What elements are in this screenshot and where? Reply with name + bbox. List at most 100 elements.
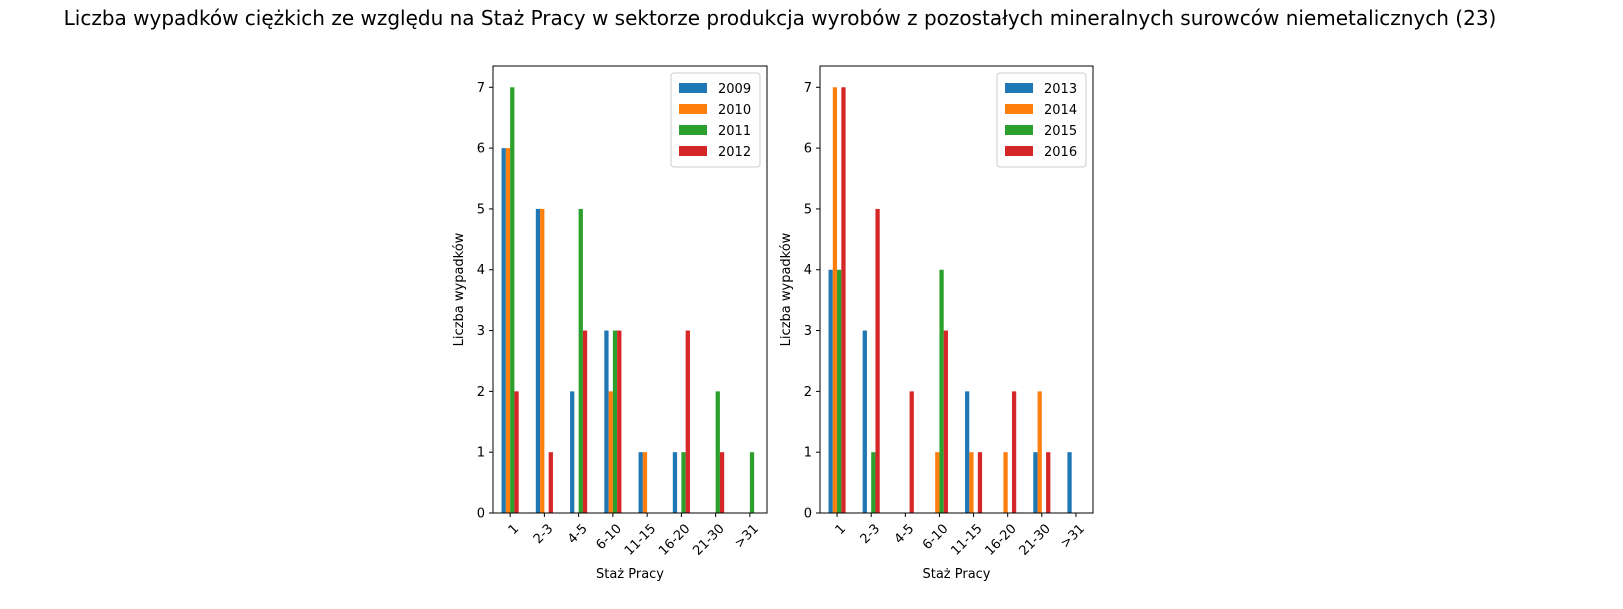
y-tick-label: 6	[804, 142, 812, 157]
x-tick-label: 21-30	[690, 521, 727, 558]
legend-label-2009: 2009	[718, 82, 751, 97]
bar-2016-21-30	[1046, 452, 1051, 513]
bar-2016-11-15	[977, 452, 983, 513]
y-tick-label: 5	[477, 202, 485, 217]
legend-swatch-2010	[679, 104, 707, 114]
bar-2013->31	[1067, 452, 1072, 513]
y-axis-label: Liczba wypadków	[452, 232, 467, 346]
bar-2013-11-15	[965, 391, 970, 513]
x-tick-label: 2-3	[531, 521, 557, 547]
bar-2011-4-5	[578, 208, 583, 513]
bar-2015-2-3	[871, 452, 876, 513]
legend-swatch-2016	[1005, 146, 1033, 156]
x-tick-label: 6-10	[920, 521, 951, 552]
legend-label-2012: 2012	[718, 145, 751, 160]
legend-label-2016: 2016	[1044, 145, 1077, 160]
bar-2014-11-15	[969, 452, 974, 513]
bar-2016-6-10	[943, 330, 948, 513]
legend: 2013 2014 2015 2016	[996, 72, 1087, 168]
axes-frame	[819, 65, 1094, 514]
legend-swatch-2013	[1005, 83, 1033, 93]
y-tick-label: 2	[804, 385, 812, 400]
bar-2013-2-3	[862, 330, 867, 513]
x-axis-label: Staż Pracy	[922, 567, 990, 582]
bar-2014-21-30	[1037, 391, 1042, 513]
y-tick-label: 0	[804, 507, 812, 522]
bar-2013-21-30	[1033, 452, 1038, 513]
x-tick-label: 4-5	[892, 521, 918, 547]
legend-label-2014: 2014	[1044, 103, 1077, 118]
bar-2016-16-20	[1011, 391, 1017, 513]
legend-label-2013: 2013	[1044, 82, 1077, 97]
bar-2012-16-20	[685, 330, 690, 513]
bar-2011-6-10	[612, 330, 618, 513]
legend-label-2011: 2011	[718, 124, 751, 139]
bar-2009-6-10	[604, 330, 609, 513]
y-tick-label: 3	[804, 324, 812, 339]
x-tick-label: 16-20	[982, 521, 1019, 558]
bar-2009-1	[501, 148, 506, 513]
bar-2010-11-15	[642, 452, 648, 513]
bar-2010-1	[505, 148, 511, 513]
x-tick-label: >31	[732, 521, 762, 551]
x-tick-label: >31	[1058, 521, 1088, 551]
legend-swatch-2015	[1005, 125, 1033, 135]
bar-2011-21-30	[715, 391, 720, 513]
x-tick-label: 1	[506, 521, 522, 537]
y-tick-label: 7	[477, 81, 485, 96]
bar-2014-6-10	[935, 452, 940, 513]
x-tick-label: 6-10	[593, 521, 624, 552]
y-tick-label: 7	[804, 81, 812, 96]
x-tick-label: 16-20	[656, 521, 693, 558]
x-axis-label: Staż Pracy	[596, 567, 664, 582]
legend-swatch-2012	[679, 146, 707, 156]
y-axis-label: Liczba wypadków	[779, 232, 794, 346]
legend-swatch-2014	[1005, 104, 1033, 114]
y-tick-label: 2	[477, 385, 485, 400]
bar-2009-4-5	[570, 391, 575, 513]
bar-2012-21-30	[719, 452, 725, 513]
bar-2012-6-10	[617, 330, 622, 513]
y-tick-label: 1	[804, 446, 812, 461]
bar-2011-1	[510, 87, 515, 514]
x-tick-label: 2-3	[858, 521, 884, 547]
bar-2014-16-20	[1003, 452, 1008, 513]
legend-box	[670, 72, 761, 168]
x-tick-label: 11-15	[622, 521, 659, 558]
chart-title: Liczba wypadków ciężkich ze względu na S…	[63, 6, 1497, 30]
bar-2010-2-3	[540, 208, 545, 513]
bar-2013-1	[828, 269, 833, 513]
legend-box	[996, 72, 1087, 168]
legend-label-2015: 2015	[1044, 124, 1077, 139]
y-tick-label: 0	[477, 507, 485, 522]
bar-2014-1	[832, 87, 838, 514]
bar-2010-6-10	[608, 391, 613, 513]
axes-frame	[492, 65, 768, 514]
bar-2015-1	[837, 269, 842, 513]
bar-2011-16-20	[681, 452, 686, 513]
bar-2009-16-20	[672, 452, 678, 513]
legend-label-2010: 2010	[718, 103, 751, 118]
bar-2015-6-10	[939, 269, 944, 513]
legend-swatch-2011	[679, 125, 707, 135]
legend: 2009 2010 2011 2012	[670, 72, 761, 168]
bar-2012-4-5	[582, 330, 588, 513]
bar-2016-4-5	[909, 391, 914, 513]
bar-2009-11-15	[638, 452, 643, 513]
bar-2016-2-3	[875, 208, 880, 513]
bar-2011->31	[749, 452, 755, 513]
x-tick-label: 21-30	[1017, 521, 1054, 558]
bar-2016-1	[841, 87, 846, 514]
y-tick-label: 5	[804, 202, 812, 217]
bar-2009-2-3	[535, 208, 541, 513]
x-tick-label: 11-15	[948, 521, 985, 558]
x-tick-label: 1	[833, 521, 849, 537]
bar-2012-2-3	[548, 452, 553, 513]
y-tick-label: 4	[477, 263, 485, 278]
y-tick-label: 4	[804, 263, 812, 278]
legend-swatch-2009	[679, 83, 707, 93]
x-tick-label: 4-5	[565, 521, 591, 547]
